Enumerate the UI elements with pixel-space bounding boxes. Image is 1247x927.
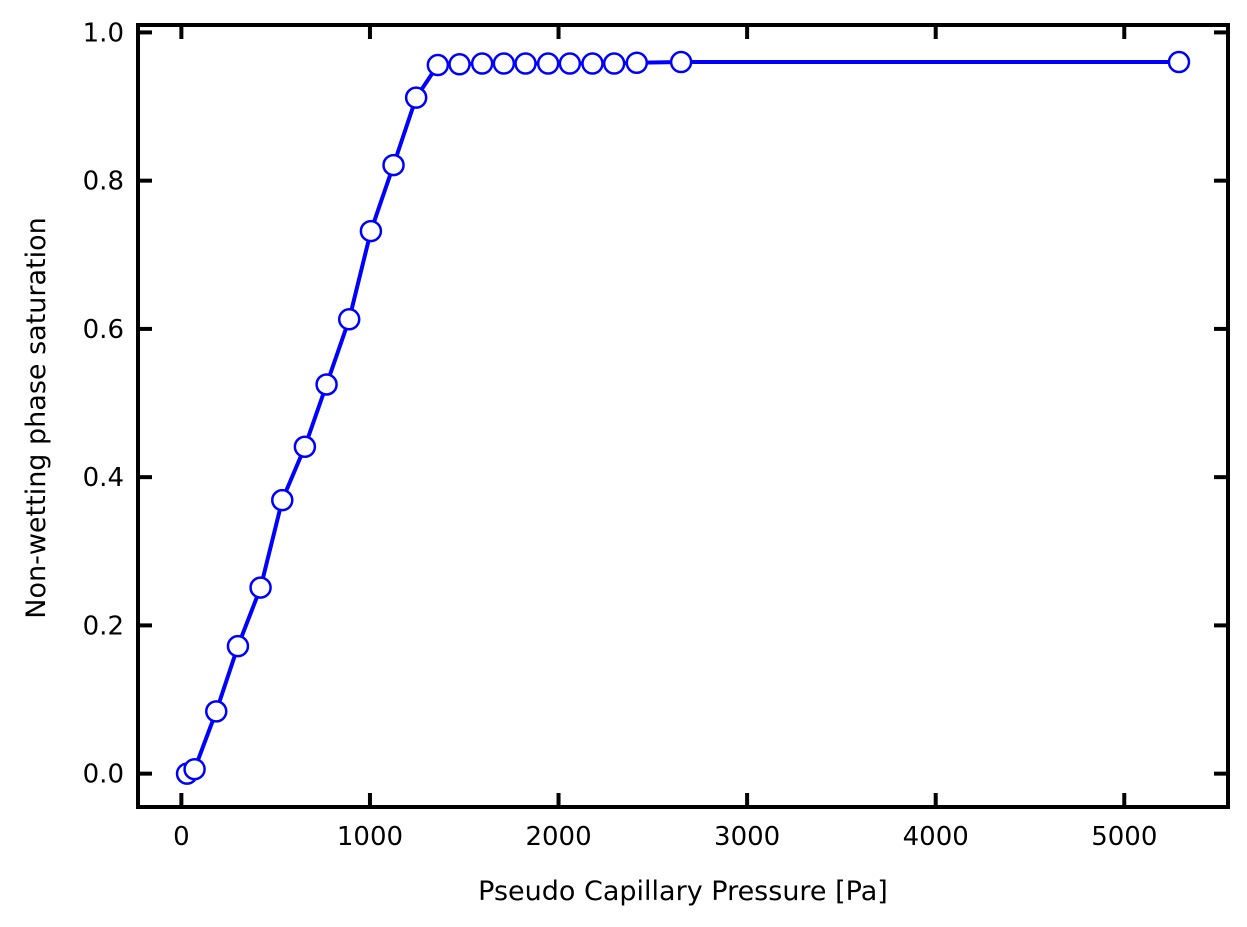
data-point [205,700,228,723]
data-point [359,219,383,243]
data-point [536,52,560,75]
data-point [315,373,338,396]
data-point [470,52,494,75]
data-point [249,576,272,599]
series-layer [175,50,1191,785]
x-tick-label: 5000 [1091,822,1157,852]
data-point [492,52,516,75]
data-point [404,86,428,109]
y-tick-label: 1.0 [83,18,124,48]
data-point [1167,50,1191,74]
x-tick-label: 1000 [337,822,403,852]
data-point [514,52,537,75]
data-point [226,634,250,658]
plot-frame [136,23,1230,809]
series-line [186,60,1179,776]
data-point [426,53,450,77]
data-point [382,153,405,177]
data-point [581,52,604,75]
y-tick-label: 0.2 [83,611,124,641]
x-tick-label: 2000 [525,822,591,852]
x-axis-title: Pseudo Capillary Pressure [Pa] [478,876,888,907]
data-point [558,52,582,75]
y-tick-label: 0.0 [83,760,124,790]
data-point [183,757,206,781]
data-point [669,50,693,74]
ticks [138,25,1228,807]
data-point [625,51,649,75]
data-point [293,435,317,459]
data-point [448,53,471,76]
data-point [602,52,626,75]
x-tick-label: 0 [173,822,190,852]
tick-labels: 0 1000 2000 3000 4000 5000 0.0 0.2 0.4 0.6 0.8 1.0 [83,18,1158,852]
data-point [271,488,294,512]
y-tick-label: 0.8 [83,167,124,197]
x-tick-label: 3000 [714,822,780,852]
y-tick-label: 0.4 [83,463,124,493]
y-axis-title: Non-wetting phase saturation [21,217,52,619]
y-tick-label: 0.6 [83,315,124,345]
data-point [337,308,361,331]
x-tick-label: 4000 [903,822,969,852]
